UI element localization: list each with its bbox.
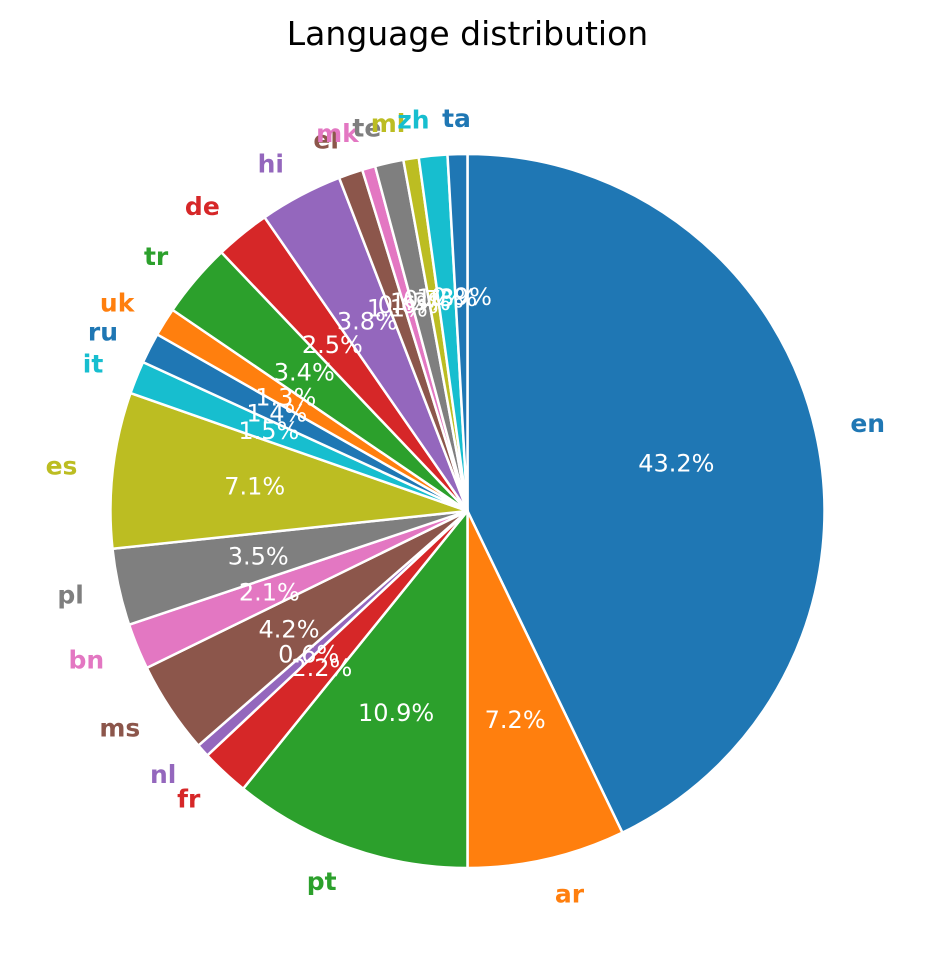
category-label-uk: uk — [100, 289, 136, 318]
pct-label-mk: 0.6% — [378, 291, 439, 319]
category-label-el: el — [313, 125, 339, 154]
pct-label-ms: 4.2% — [259, 615, 320, 643]
category-label-de: de — [185, 192, 220, 221]
pie-slices — [109, 152, 826, 870]
pct-label-hi: 3.8% — [337, 308, 398, 336]
pie-percent-labels: 43.2%7.2%10.9%2.2%0.6%4.2%2.1%3.5%7.1%1.… — [224, 283, 714, 734]
category-label-ml: ml — [371, 109, 406, 138]
pct-label-es: 7.1% — [224, 472, 285, 500]
category-label-ta: ta — [442, 104, 471, 133]
pct-label-ml: 0.7% — [403, 286, 464, 314]
pct-label-fr: 2.2% — [291, 654, 352, 682]
category-label-nl: nl — [150, 760, 176, 789]
category-label-ar: ar — [555, 879, 585, 908]
pct-label-ru: 1.4% — [246, 399, 307, 427]
category-label-en: en — [850, 409, 885, 438]
category-label-mk: mk — [316, 119, 360, 148]
pct-label-de: 2.5% — [302, 331, 363, 359]
pct-label-nl: 0.6% — [278, 641, 339, 669]
pct-label-te: 1.3% — [390, 288, 451, 316]
chart-title: Language distribution — [286, 14, 649, 53]
pie-slice-ta — [446, 152, 469, 513]
category-label-fr: fr — [177, 784, 201, 813]
category-label-bn: bn — [69, 646, 105, 675]
category-label-ru: ru — [88, 317, 118, 346]
category-label-pt: pt — [307, 867, 337, 896]
category-label-hi: hi — [258, 149, 284, 178]
pct-label-it: 1.5% — [238, 417, 299, 445]
pct-label-ar: 7.2% — [485, 706, 546, 734]
category-label-ms: ms — [99, 714, 140, 743]
pct-label-zh: 1.3% — [416, 284, 477, 312]
pct-label-ta: 0.9% — [431, 283, 492, 311]
pct-label-pl: 3.5% — [228, 543, 289, 571]
category-label-es: es — [46, 451, 78, 480]
category-label-pl: pl — [57, 580, 83, 609]
category-label-zh: zh — [397, 106, 429, 135]
category-label-tr: tr — [144, 242, 169, 271]
pct-label-pt: 10.9% — [358, 699, 434, 727]
pct-label-uk: 1.3% — [255, 384, 316, 412]
pie-slice-en — [466, 152, 826, 834]
pct-label-en: 43.2% — [638, 449, 714, 477]
pct-label-tr: 3.4% — [274, 358, 335, 386]
pct-label-el: 1.1% — [367, 295, 428, 323]
pie-slice-pt — [241, 509, 469, 870]
pie-slice-es — [109, 391, 469, 551]
category-label-it: it — [83, 350, 104, 379]
pie-slice-ar — [466, 509, 624, 870]
pct-label-bn: 2.1% — [239, 578, 300, 606]
category-label-te: te — [352, 113, 381, 142]
